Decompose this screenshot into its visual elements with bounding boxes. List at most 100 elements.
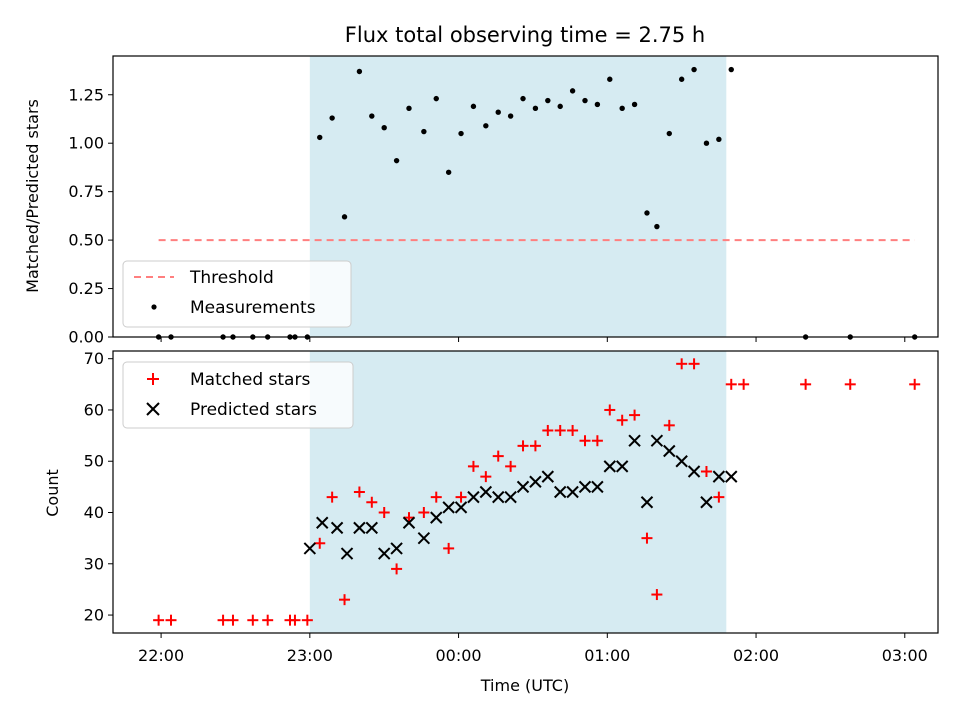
y-tick-label: 50: [84, 452, 104, 471]
bottom-axes-frame: [112, 350, 939, 634]
measurement-point: [458, 130, 464, 137]
top-x-tickmarks: [160, 337, 906, 342]
predicted-star-marker: [603, 460, 616, 473]
predicted-star-marker: [340, 547, 354, 560]
matched-star-marker: [725, 378, 737, 390]
y-tick-label: 0.00: [68, 328, 104, 347]
legend-predicted-label: Predicted stars: [190, 400, 317, 420]
top-y-axis: 0.00 0.25 0.50 0.75 1.00 1.25: [68, 85, 113, 347]
predicted-star-marker: [442, 501, 455, 514]
measurement-point: [716, 136, 722, 143]
matched-star-marker: [165, 614, 177, 626]
measurement-point: [433, 95, 439, 102]
matched-star-marker: [492, 450, 504, 462]
predicted-star-marker: [541, 470, 555, 483]
bottom-y-axis-label: Count: [43, 469, 62, 517]
matched-star-marker: [909, 378, 921, 390]
y-tick-label: 60: [84, 400, 104, 419]
predicted-star-marker: [365, 521, 379, 535]
y-tick-label: 70: [84, 349, 104, 368]
matched-star-marker: [688, 358, 700, 370]
measurement-point: [607, 76, 613, 82]
predicted-star-marker: [467, 490, 480, 504]
measurement-point: [520, 95, 526, 102]
predicted-star-marker: [566, 485, 579, 499]
predicted-star-marker: [663, 444, 676, 458]
top-legend: Threshold Measurements: [122, 260, 352, 328]
matched-star-marker: [443, 542, 455, 554]
measurement-point: [582, 97, 588, 104]
predicted-star-marker: [417, 531, 431, 545]
top-y-axis-label: Matched/Predicted stars: [23, 99, 42, 293]
matched-star-marker: [289, 614, 301, 626]
y-tick-label: 40: [84, 503, 104, 522]
matched-star-marker: [554, 424, 566, 436]
matched-star-marker: [844, 378, 856, 390]
measurement-point: [728, 66, 734, 73]
measurement-point: [569, 88, 576, 94]
measurement-points: [155, 66, 918, 340]
legend-matched-label: Matched stars: [190, 370, 310, 390]
measurement-point: [666, 130, 672, 137]
measurement-point: [317, 134, 323, 141]
measurement-point: [507, 113, 514, 119]
bottom-y-axis: 20 30 40 50 60 70: [84, 349, 113, 625]
predicted-star-marker: [578, 480, 592, 494]
predicted-star-marker: [553, 485, 567, 499]
legend-predicted-swatch: [146, 402, 160, 416]
predicted-star-marker: [316, 516, 329, 529]
predicted-star-markers: [303, 434, 738, 560]
matched-star-marker: [366, 496, 378, 508]
measurement-point: [406, 105, 412, 112]
measurement-point: [483, 123, 489, 129]
matched-star-marker: [353, 486, 365, 498]
observing-interval-shade-top: [309, 56, 727, 337]
measurement-point: [631, 101, 638, 108]
matched-star-marker: [663, 419, 675, 431]
x-tick-label: 00:00: [436, 646, 482, 665]
predicted-star-marker: [479, 485, 493, 499]
predicted-star-marker: [390, 542, 403, 555]
bottom-x-axis: 22:00 23:00 00:00 01:00 02:00 03:00: [138, 633, 928, 665]
top-axes-frame: [112, 55, 939, 338]
predicted-star-marker: [529, 475, 542, 488]
measurement-point: [619, 105, 625, 112]
top-panel: Flux total observing time = 2.75 h 0.00 0…: [23, 23, 939, 347]
y-tick-label: 1.25: [68, 85, 104, 104]
matched-star-marker: [641, 532, 653, 544]
measurement-point: [557, 103, 563, 110]
bottom-legend: Matched stars Predicted stars: [122, 361, 354, 429]
chart-title: Flux total observing time = 2.75 h: [345, 23, 705, 47]
matched-star-marker: [542, 424, 554, 436]
measurement-point: [545, 97, 551, 104]
matched-star-marker: [378, 507, 390, 519]
predicted-star-marker: [353, 521, 366, 535]
predicted-star-marker: [640, 496, 654, 509]
matched-star-marker: [713, 491, 725, 503]
predicted-star-marker: [700, 496, 713, 509]
matched-star-marker: [700, 465, 712, 477]
matched-star-marker: [247, 614, 259, 626]
y-tick-label: 1.00: [68, 134, 104, 153]
measurement-point: [329, 115, 335, 121]
predicted-star-marker: [454, 501, 468, 514]
predicted-star-marker: [591, 480, 604, 494]
measurement-point: [703, 140, 710, 146]
predicted-star-marker: [675, 455, 688, 468]
matched-star-marker: [153, 614, 165, 626]
legend-matched-swatch: [147, 373, 159, 385]
legend-threshold-label: Threshold: [189, 268, 274, 288]
matched-star-marker: [738, 378, 750, 390]
x-tick-label: 02:00: [733, 646, 779, 665]
measurement-point: [421, 128, 427, 135]
matched-star-marker: [591, 435, 603, 447]
measurement-point: [341, 214, 348, 220]
measurement-point: [445, 169, 452, 175]
y-tick-label: 30: [84, 554, 104, 573]
measurement-point: [644, 210, 650, 216]
y-tick-label: 0.75: [68, 182, 104, 201]
predicted-star-marker: [504, 490, 517, 504]
matched-star-marker: [651, 589, 663, 601]
measurement-point: [393, 157, 400, 164]
